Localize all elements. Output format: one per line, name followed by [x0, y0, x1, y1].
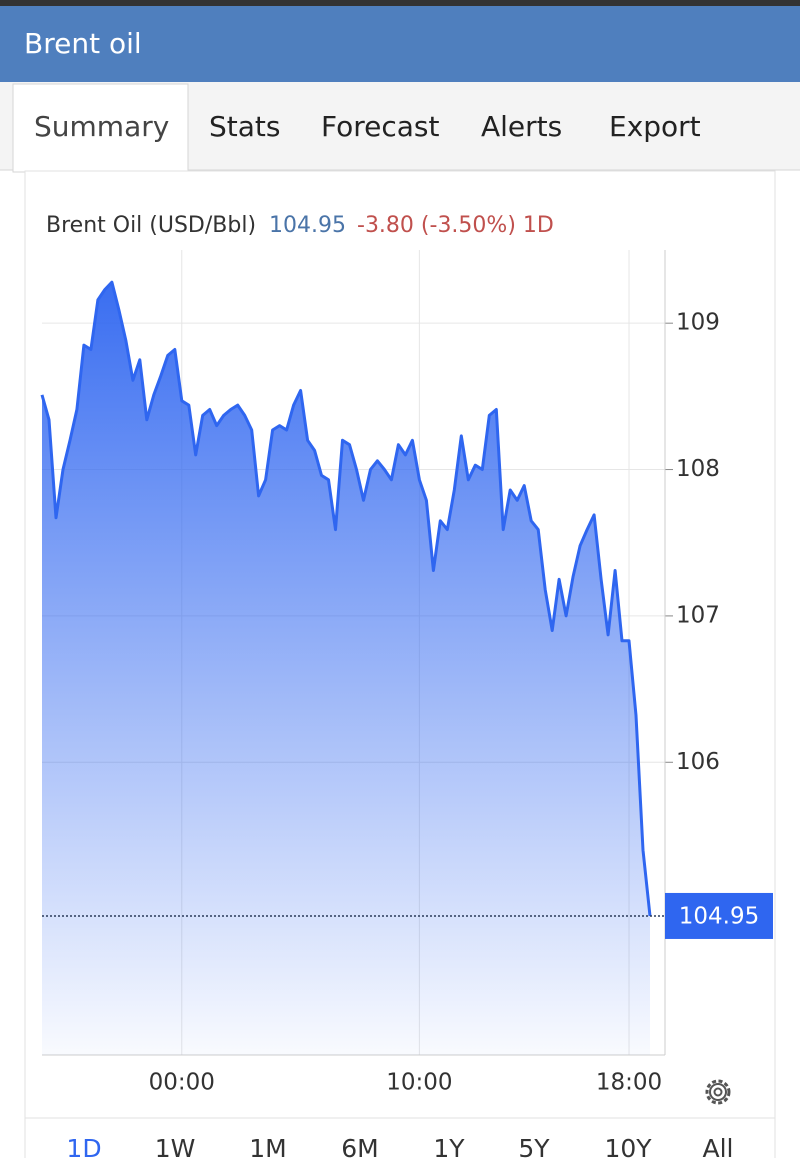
legend-name: Brent Oil (USD/Bbl) [46, 213, 256, 238]
range-button[interactable]: 1Y [433, 1134, 465, 1158]
range-button[interactable]: 5Y [518, 1134, 550, 1158]
y-tick-label: 108 [676, 456, 720, 482]
tab[interactable]: Forecast [321, 110, 440, 143]
legend-change: -3.80 (-3.50%) 1D [357, 213, 554, 238]
tab[interactable]: Alerts [481, 110, 562, 143]
legend-price: 104.95 [269, 213, 346, 238]
header-bar [0, 6, 800, 82]
range-button[interactable]: 6M [341, 1134, 378, 1158]
gear-hub [713, 1087, 723, 1097]
tab[interactable]: Export [609, 110, 701, 143]
y-tick-label: 106 [676, 749, 720, 775]
x-tick-label: 18:00 [596, 1070, 662, 1096]
x-tick-label: 10:00 [386, 1070, 452, 1096]
settings-icon[interactable] [705, 1079, 731, 1105]
gear-teeth [705, 1079, 731, 1105]
last-price-label: 104.95 [679, 903, 759, 929]
y-tick-label: 107 [676, 602, 720, 628]
price-line [40, 280, 652, 917]
x-tick-label: 00:00 [149, 1070, 215, 1096]
range-button[interactable]: 1W [155, 1134, 196, 1158]
range-button[interactable]: All [703, 1134, 734, 1158]
y-tick-label: 109 [676, 310, 720, 336]
tab[interactable]: Stats [209, 110, 280, 143]
header-title: Brent oil [24, 27, 142, 60]
range-button[interactable]: 10Y [604, 1134, 652, 1158]
last-price-box [665, 892, 773, 939]
tab[interactable]: Summary [34, 110, 169, 143]
gear-ring [709, 1083, 727, 1101]
range-button[interactable]: 1D [66, 1134, 101, 1158]
area [42, 282, 650, 1055]
status-bar [0, 0, 800, 6]
range-button[interactable]: 1M [249, 1134, 286, 1158]
